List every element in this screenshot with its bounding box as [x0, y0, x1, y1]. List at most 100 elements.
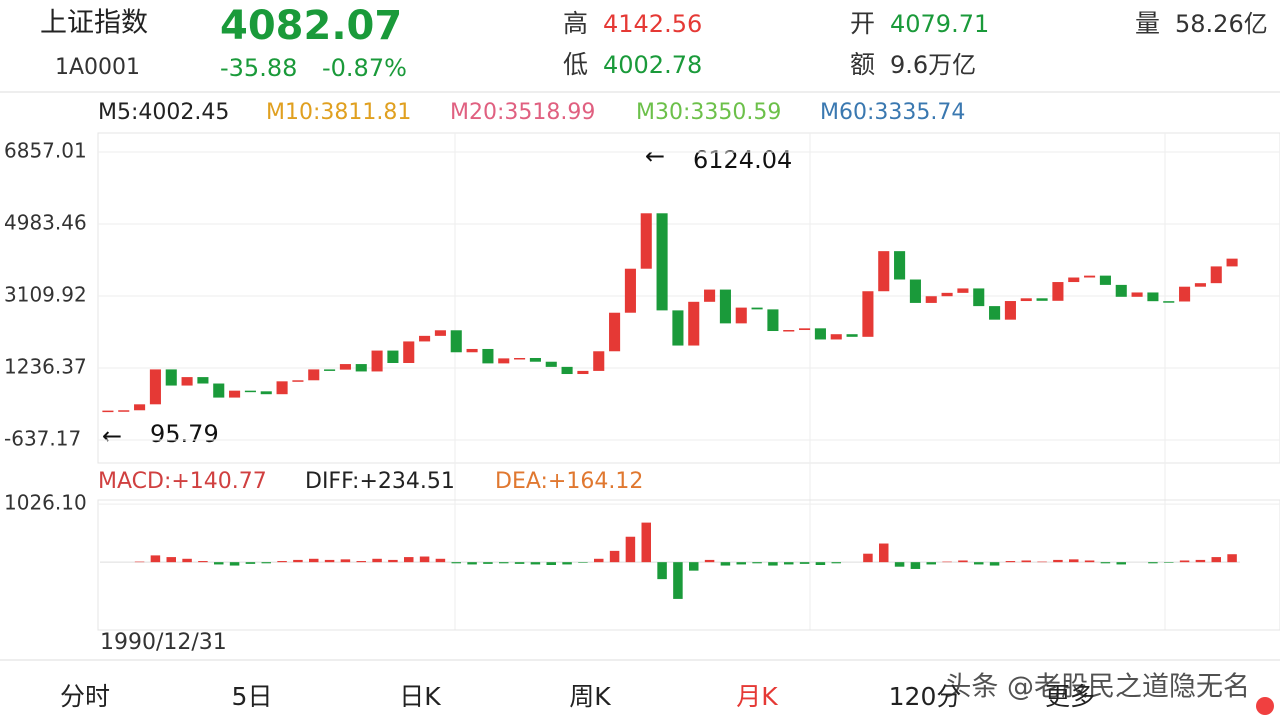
macd-bar	[863, 553, 873, 563]
candle	[403, 341, 415, 363]
macd-bar	[910, 562, 921, 569]
macd-bar	[483, 562, 493, 564]
macd-bar	[784, 562, 794, 565]
macd-bar	[324, 559, 335, 563]
candle	[719, 289, 731, 324]
ma-legend: M10:3811.81	[266, 100, 411, 125]
macd-bar	[894, 562, 905, 567]
record-dot	[1256, 697, 1274, 715]
macd-bar	[609, 550, 620, 563]
candle	[1194, 283, 1206, 287]
candle	[1036, 298, 1048, 301]
candle	[339, 364, 351, 370]
candle	[292, 380, 304, 382]
macd-bar	[1005, 561, 1016, 563]
tab[interactable]: 更多	[1045, 682, 1095, 711]
macd-legend: DIFF:+234.51	[305, 469, 455, 494]
tab[interactable]: 日K	[399, 682, 441, 711]
macd-bar	[689, 562, 699, 571]
price-frame	[97, 132, 1280, 464]
low: 4002.78	[603, 51, 702, 79]
low-label: 低	[563, 50, 588, 79]
volume: 58.26亿	[1175, 10, 1268, 38]
candle	[814, 328, 826, 340]
x-tick-label: 1990/12/31	[100, 630, 227, 655]
candle	[957, 288, 969, 293]
macd-bar	[340, 559, 351, 563]
candle	[1210, 266, 1222, 284]
macd-bar	[989, 562, 1000, 566]
macd-bar	[388, 559, 398, 563]
macd-bar	[815, 562, 826, 565]
macd-bar	[926, 562, 936, 565]
candle	[656, 213, 668, 311]
macd-bar	[625, 536, 636, 563]
amount-label: 额	[850, 50, 875, 79]
macd-bar	[704, 559, 715, 563]
candle	[498, 358, 510, 364]
candle	[672, 310, 684, 346]
candle	[450, 330, 462, 353]
tab[interactable]: 5日	[232, 682, 273, 711]
ma-legend: M5:4002.45	[98, 100, 229, 125]
tab[interactable]: 月K	[736, 682, 778, 711]
macd-bar	[942, 561, 952, 563]
candle	[229, 390, 241, 398]
ma-legend: M20:3518.99	[450, 100, 595, 125]
tab[interactable]: 120分	[889, 682, 962, 711]
candle	[783, 330, 795, 332]
macd-bar	[530, 562, 541, 565]
amount: 9.6万亿	[890, 51, 976, 79]
macd-bar	[514, 562, 525, 564]
candle	[1131, 292, 1143, 297]
candle	[529, 357, 541, 362]
candle	[577, 370, 589, 375]
candle	[276, 381, 288, 395]
macd-bar	[198, 561, 208, 563]
y-tick-label: 1236.37	[4, 355, 87, 379]
macd-bar	[261, 562, 271, 564]
macd-bar	[1195, 559, 1206, 563]
macd-bar	[831, 562, 841, 564]
macd-bar	[309, 558, 319, 563]
macd-bar	[562, 562, 572, 565]
tab[interactable]: 分时	[60, 682, 110, 711]
macd-bar	[594, 558, 604, 563]
candle	[593, 351, 605, 371]
y-tick-label: 4983.46	[4, 210, 87, 234]
candle	[609, 312, 621, 352]
candle	[1226, 258, 1238, 267]
candle	[134, 404, 146, 411]
candle	[1004, 301, 1016, 320]
macd-bar	[229, 562, 240, 566]
candle	[1084, 275, 1096, 278]
macd-bar	[1053, 559, 1063, 563]
watermark: 头条 @老股民之道隐无名	[944, 672, 1250, 703]
macd-bar	[451, 562, 461, 564]
candle	[1020, 298, 1032, 302]
macd-bar	[879, 543, 889, 563]
candle	[862, 291, 874, 337]
candle	[799, 328, 811, 331]
macd-bar	[768, 562, 778, 566]
candle	[688, 301, 700, 346]
macd-bar	[214, 562, 224, 565]
macd-bar	[150, 555, 161, 563]
macd-bar	[974, 562, 984, 565]
candle	[989, 306, 1001, 320]
candle	[561, 366, 573, 375]
tab[interactable]: 周K	[569, 682, 611, 711]
candle	[846, 334, 858, 337]
macd-bar	[293, 559, 303, 563]
arrow: ←	[645, 142, 665, 170]
candle	[466, 348, 478, 353]
candle	[941, 292, 953, 297]
macd-bar	[1084, 560, 1095, 563]
macd-bar	[435, 558, 446, 563]
candle	[545, 361, 557, 367]
macd-legend: DEA:+164.12	[495, 469, 643, 494]
macd-bar	[673, 562, 683, 599]
macd-bar	[404, 557, 414, 563]
macd-bar	[799, 562, 810, 564]
